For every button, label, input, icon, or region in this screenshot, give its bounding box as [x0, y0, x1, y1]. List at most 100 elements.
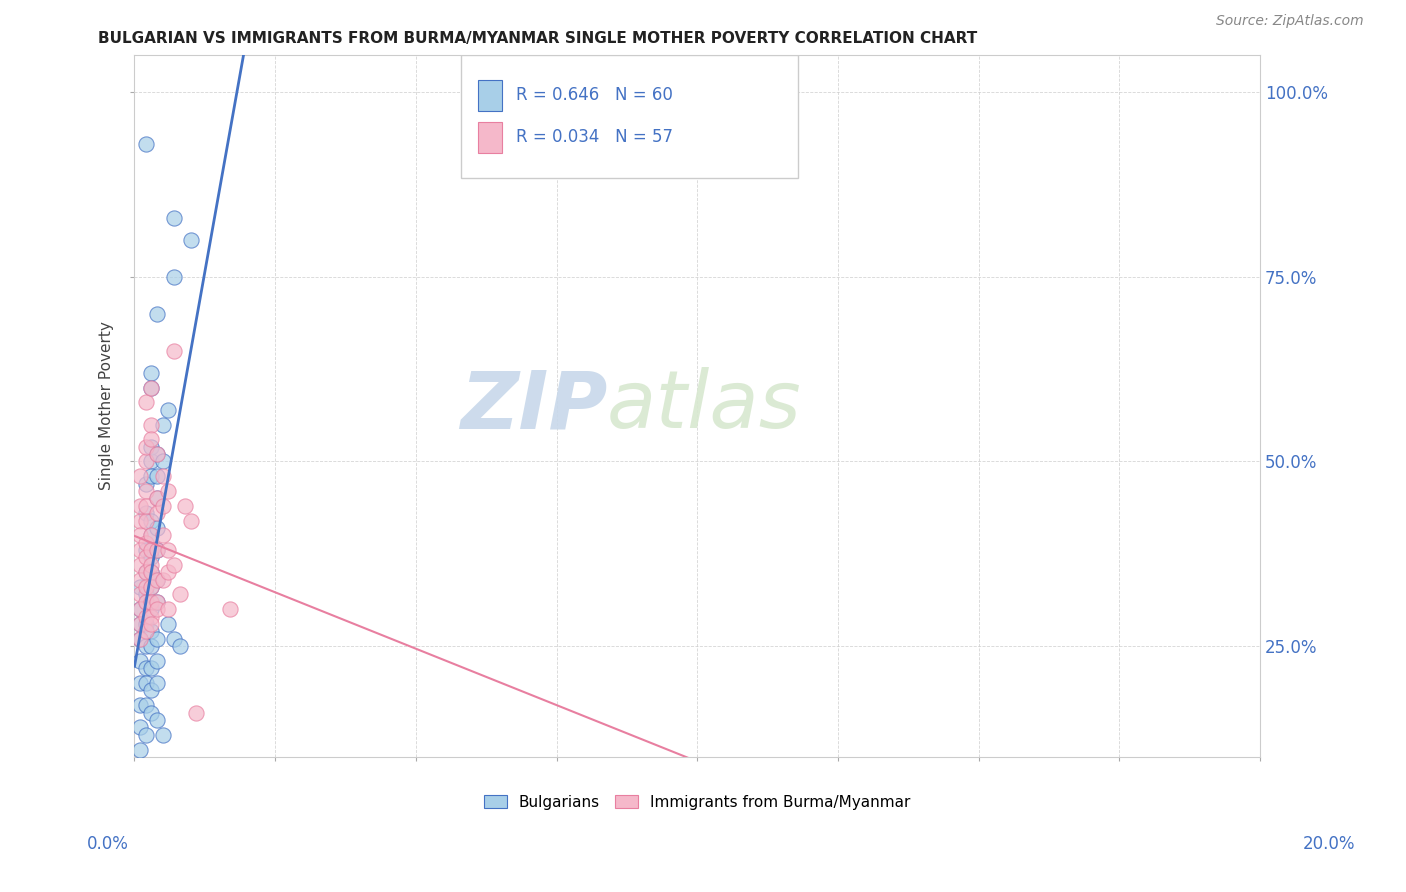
Text: BULGARIAN VS IMMIGRANTS FROM BURMA/MYANMAR SINGLE MOTHER POVERTY CORRELATION CHA: BULGARIAN VS IMMIGRANTS FROM BURMA/MYANM…	[98, 31, 977, 46]
Point	[135, 566, 157, 580]
Point	[141, 432, 163, 446]
Point	[146, 595, 169, 609]
Point	[146, 595, 169, 609]
Point	[141, 514, 163, 528]
Point	[141, 417, 163, 432]
Point	[129, 499, 152, 513]
Text: 20.0%: 20.0%	[1302, 835, 1355, 853]
Point	[135, 595, 157, 609]
Point	[146, 676, 169, 690]
Point	[141, 454, 163, 468]
Point	[135, 483, 157, 498]
Text: R = 0.034   N = 57: R = 0.034 N = 57	[516, 128, 673, 146]
Point	[141, 609, 163, 624]
Point	[129, 469, 152, 483]
Point	[152, 454, 174, 468]
Point	[135, 676, 157, 690]
Point	[152, 728, 174, 742]
Point	[141, 580, 163, 594]
Point	[135, 499, 157, 513]
Point	[141, 381, 163, 395]
Point	[135, 609, 157, 624]
Point	[146, 573, 169, 587]
Point	[129, 558, 152, 572]
Point	[129, 543, 152, 558]
Point	[135, 535, 157, 549]
Text: ZIP: ZIP	[460, 367, 607, 445]
Point	[129, 514, 152, 528]
Point	[141, 683, 163, 698]
Point	[129, 580, 152, 594]
Point	[129, 617, 152, 632]
Text: atlas: atlas	[607, 367, 801, 445]
Point	[135, 514, 157, 528]
Point	[169, 639, 191, 653]
Point	[157, 602, 180, 616]
Point	[146, 469, 169, 483]
Point	[174, 499, 197, 513]
Point	[129, 573, 152, 587]
Point	[152, 573, 174, 587]
FancyBboxPatch shape	[478, 122, 502, 153]
Point	[163, 632, 186, 646]
Point	[146, 573, 169, 587]
Point	[135, 617, 157, 632]
Point	[135, 639, 157, 653]
Legend: Bulgarians, Immigrants from Burma/Myanmar: Bulgarians, Immigrants from Burma/Myanma…	[478, 789, 917, 816]
Point	[180, 233, 202, 247]
Point	[146, 506, 169, 520]
Point	[129, 602, 152, 616]
Point	[163, 269, 186, 284]
Point	[129, 632, 152, 646]
Point	[141, 624, 163, 639]
Point	[135, 506, 157, 520]
Point	[141, 528, 163, 542]
Point	[146, 447, 169, 461]
Point	[157, 566, 180, 580]
Point	[146, 543, 169, 558]
Point	[129, 528, 152, 542]
Point	[141, 543, 163, 558]
Point	[135, 440, 157, 454]
Point	[129, 602, 152, 616]
Point	[146, 632, 169, 646]
Point	[163, 558, 186, 572]
Point	[135, 728, 157, 742]
Point	[146, 713, 169, 727]
Text: Source: ZipAtlas.com: Source: ZipAtlas.com	[1216, 14, 1364, 28]
Point	[141, 595, 163, 609]
Text: R = 0.646   N = 60: R = 0.646 N = 60	[516, 87, 673, 104]
Point	[141, 528, 163, 542]
Point	[135, 661, 157, 675]
Point	[146, 307, 169, 321]
Point	[141, 440, 163, 454]
Point	[135, 698, 157, 713]
Point	[141, 661, 163, 675]
Point	[163, 211, 186, 225]
Point	[180, 514, 202, 528]
Point	[152, 528, 174, 542]
Point	[129, 698, 152, 713]
Point	[141, 580, 163, 594]
Point	[135, 624, 157, 639]
Point	[129, 720, 152, 734]
Point	[152, 417, 174, 432]
Point	[146, 543, 169, 558]
Point	[141, 566, 163, 580]
Point	[141, 366, 163, 380]
Point	[141, 550, 163, 565]
Point	[146, 491, 169, 506]
Point	[129, 617, 152, 632]
Y-axis label: Single Mother Poverty: Single Mother Poverty	[100, 322, 114, 491]
Point	[146, 447, 169, 461]
Point	[146, 521, 169, 535]
Point	[157, 483, 180, 498]
Text: 0.0%: 0.0%	[87, 835, 129, 853]
Point	[152, 469, 174, 483]
Point	[135, 550, 157, 565]
Point	[163, 343, 186, 358]
Point	[146, 491, 169, 506]
Point	[141, 639, 163, 653]
Point	[135, 395, 157, 409]
Point	[135, 454, 157, 468]
